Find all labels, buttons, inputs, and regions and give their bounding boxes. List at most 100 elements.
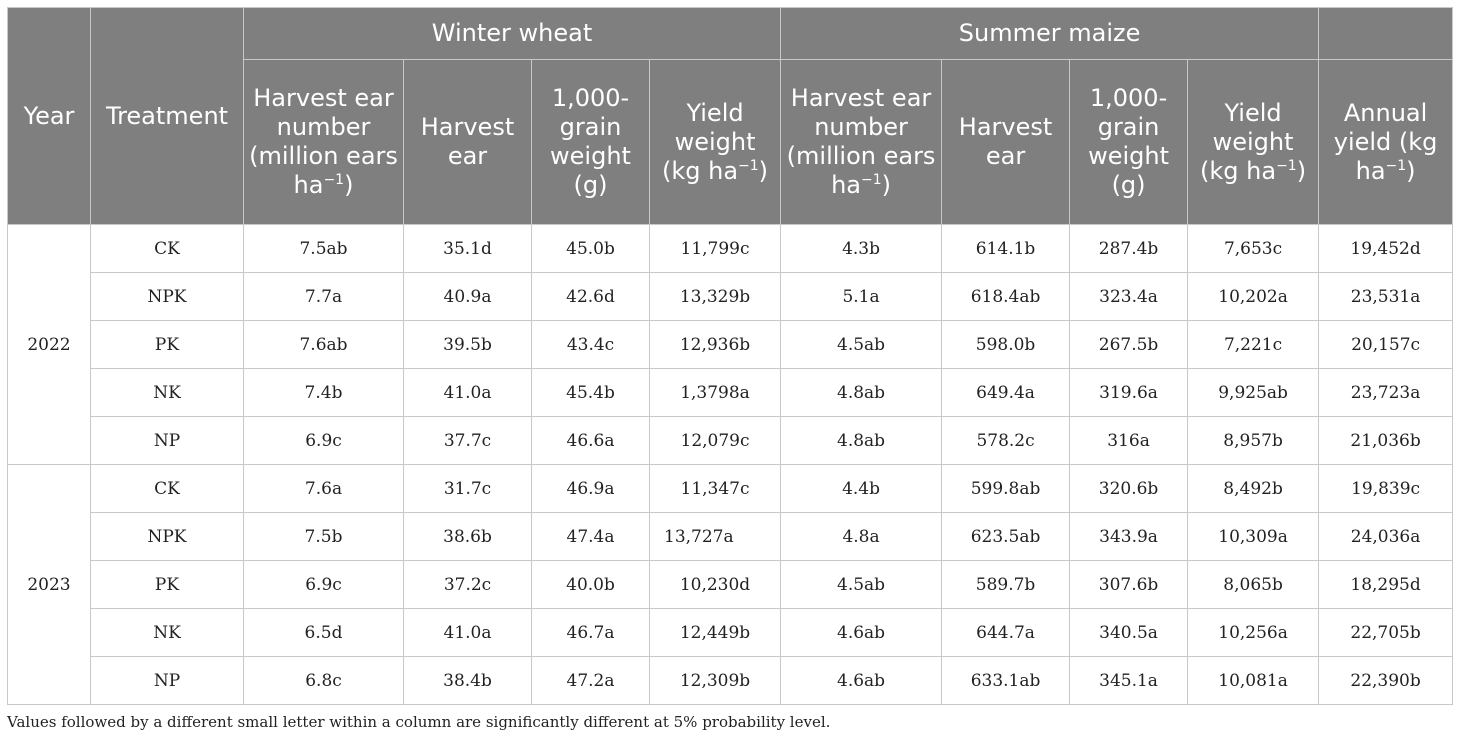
header-wheat-yield-close: )	[758, 156, 769, 185]
cell-maize-harvest-ear: 589.7b	[941, 560, 1071, 609]
cell-wheat-yield-weight: 11,799c	[648, 224, 782, 273]
cell-maize-harvest-ear: 633.1ab	[941, 656, 1071, 705]
cell-wheat-grain-weight: 43.4c	[531, 320, 650, 369]
cell-maize-yield-weight: 8,957b	[1187, 416, 1320, 465]
header-maize-yield-close: )	[1296, 156, 1307, 185]
table-row: NK 6.5d 41.0a 46.7a 12,449b 4.6ab 644.7a 340.5a…	[8, 608, 1454, 657]
header-annual-yield-text: Annual yield (kg ha	[1333, 98, 1438, 185]
cell-wheat-grain-weight: 47.2a	[531, 656, 650, 705]
cell-maize-ear-number: 5.1a	[780, 272, 943, 321]
year-cell: 2023	[7, 464, 91, 705]
results-table-container: Year Treatment Winter wheat Summer maize…	[7, 7, 1454, 731]
table-body: 2022 CK 7.5ab 35.1d 45.0b 11,799c 4.3b 614.1b 28…	[7, 224, 1454, 705]
header-maize-yield-exp: −1	[1276, 157, 1297, 174]
cell-wheat-yield-weight: 13,727a	[648, 512, 782, 561]
table-row: NP 6.9c 37.7c 46.6a 12,079c 4.8ab 578.2c 316a 8,…	[8, 416, 1454, 465]
year-cell: 2022	[7, 224, 91, 465]
cell-wheat-yield-weight: 12,079c	[648, 416, 782, 465]
cell-wheat-ear-number: 6.8c	[243, 656, 404, 705]
cell-annual-yield: 19,452d	[1318, 224, 1454, 273]
header-year: Year	[7, 7, 91, 225]
header-maize-yield-weight: Yield weight (kg ha−1)	[1187, 59, 1320, 225]
header-wheat-ear-number-text: Harvest ear number (million ears ha	[249, 84, 398, 199]
cell-maize-ear-number: 4.5ab	[780, 320, 943, 369]
header-treatment: Treatment	[90, 7, 244, 225]
cell-annual-yield: 23,723a	[1318, 368, 1454, 417]
cell-wheat-harvest-ear: 41.0a	[403, 368, 532, 417]
cell-maize-grain-weight: 340.5a	[1069, 608, 1189, 657]
cell-wheat-yield-weight: 12,449b	[648, 608, 782, 657]
header-maize-harvest-ear: Harvest ear	[941, 59, 1071, 225]
header-annual-yield-close: )	[1406, 156, 1416, 185]
cell-maize-ear-number: 4.4b	[780, 464, 943, 513]
cell-wheat-ear-number: 7.5ab	[243, 224, 404, 273]
treatment-cell: CK	[90, 464, 244, 513]
cell-maize-grain-weight: 319.6a	[1069, 368, 1189, 417]
cell-maize-harvest-ear: 618.4ab	[941, 272, 1071, 321]
cell-wheat-harvest-ear: 38.6b	[403, 512, 532, 561]
table-row: NPK 7.5b 38.6b 47.4a 13,727a 4.8a 623.5ab 343.9…	[8, 512, 1454, 561]
table-row: PK 7.6ab 39.5b 43.4c 12,936b 4.5ab 598.0b 267.5…	[8, 320, 1454, 369]
cell-maize-yield-weight: 10,256a	[1187, 608, 1320, 657]
treatment-cell: NPK	[90, 512, 244, 561]
header-group-winter-wheat: Winter wheat	[242, 7, 782, 60]
header-maize-grain-weight: 1,000-grain weight (g)	[1069, 59, 1189, 225]
cell-maize-yield-weight: 7,221c	[1187, 320, 1320, 369]
cell-wheat-ear-number: 7.5b	[243, 512, 404, 561]
cell-annual-yield: 18,295d	[1318, 560, 1454, 609]
cell-wheat-yield-weight: 1,3798a	[648, 368, 782, 417]
cell-maize-harvest-ear: 599.8ab	[941, 464, 1071, 513]
table-row: NP 6.8c 38.4b 47.2a 12,309b 4.6ab 633.1ab 345.1…	[8, 656, 1454, 705]
cell-maize-grain-weight: 343.9a	[1069, 512, 1189, 561]
cell-maize-yield-weight: 7,653c	[1187, 224, 1320, 273]
header-maize-yield-text: Yield weight (kg ha	[1200, 98, 1294, 185]
cell-annual-yield: 19,839c	[1318, 464, 1454, 513]
cell-wheat-ear-number: 6.9c	[243, 560, 404, 609]
cell-maize-ear-number: 4.8a	[780, 512, 943, 561]
cell-maize-harvest-ear: 598.0b	[941, 320, 1071, 369]
header-wheat-ear-number-close: )	[344, 171, 354, 199]
cell-maize-grain-weight: 307.6b	[1069, 560, 1189, 609]
header-wheat-yield-exp: −1	[738, 157, 759, 174]
header-group-summer-maize: Summer maize	[780, 7, 1320, 60]
treatment-cell: NP	[90, 416, 244, 465]
cell-maize-ear-number: 4.8ab	[780, 368, 943, 417]
cell-maize-harvest-ear: 649.4a	[941, 368, 1071, 417]
cell-maize-grain-weight: 323.4a	[1069, 272, 1189, 321]
cell-wheat-ear-number: 6.5d	[243, 608, 404, 657]
cell-maize-grain-weight: 320.6b	[1069, 464, 1189, 513]
cell-wheat-grain-weight: 45.4b	[531, 368, 650, 417]
cell-maize-harvest-ear: 644.7a	[941, 608, 1071, 657]
cell-annual-yield: 24,036a	[1318, 512, 1454, 561]
cell-wheat-harvest-ear: 37.7c	[403, 416, 532, 465]
header-wheat-ear-number: Harvest ear number (million ears ha−1)	[243, 59, 404, 225]
header-wheat-grain-weight: 1,000-grain weight (g)	[531, 59, 650, 225]
cell-wheat-ear-number: 7.4b	[243, 368, 404, 417]
cell-wheat-yield-weight: 12,309b	[648, 656, 782, 705]
cell-maize-grain-weight: 316a	[1069, 416, 1189, 465]
header-blank	[1318, 7, 1454, 60]
cell-maize-yield-weight: 8,492b	[1187, 464, 1320, 513]
cell-annual-yield: 20,157c	[1318, 320, 1454, 369]
cell-maize-ear-number: 4.8ab	[780, 416, 943, 465]
cell-wheat-grain-weight: 45.0b	[531, 224, 650, 273]
cell-wheat-yield-weight: 12,936b	[648, 320, 782, 369]
cell-maize-harvest-ear: 614.1b	[941, 224, 1071, 273]
cell-wheat-harvest-ear: 41.0a	[403, 608, 532, 657]
cell-maize-yield-weight: 10,081a	[1187, 656, 1320, 705]
cell-maize-harvest-ear: 623.5ab	[941, 512, 1071, 561]
header-maize-ear-number-text: Harvest ear number (million ears ha	[786, 84, 936, 199]
treatment-cell: CK	[90, 224, 244, 273]
cell-annual-yield: 22,705b	[1318, 608, 1454, 657]
cell-wheat-ear-number: 7.6ab	[243, 320, 404, 369]
cell-maize-grain-weight: 345.1a	[1069, 656, 1189, 705]
table-row: 2022 CK 7.5ab 35.1d 45.0b 11,799c 4.3b 614.1b 28…	[7, 224, 1454, 465]
cell-wheat-grain-weight: 46.7a	[531, 608, 650, 657]
yield-table: Year Treatment Winter wheat Summer maize…	[7, 7, 1454, 705]
table-row: NPK 7.7a 40.9a 42.6d 13,329b 5.1a 618.4ab 323.4…	[8, 272, 1454, 321]
treatment-cell: NPK	[90, 272, 244, 321]
header-wheat-harvest-ear: Harvest ear	[403, 59, 532, 225]
header-maize-ear-number-exp: −1	[861, 172, 882, 188]
cell-wheat-grain-weight: 46.6a	[531, 416, 650, 465]
cell-maize-ear-number: 4.3b	[780, 224, 943, 273]
